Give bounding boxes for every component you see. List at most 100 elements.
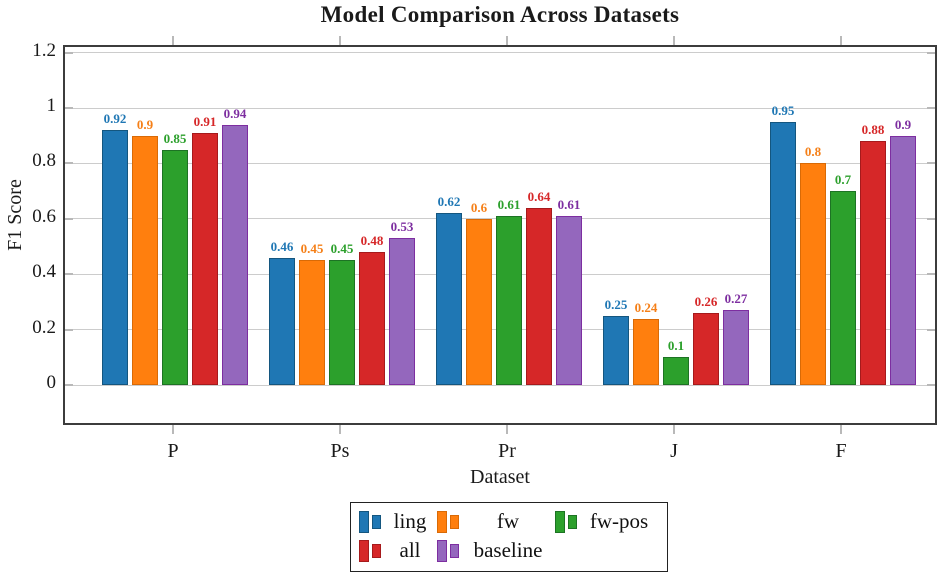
y-tick-mark-right (927, 273, 935, 276)
x-tick-mark-bottom (840, 425, 842, 434)
bar (222, 125, 248, 385)
bar-value-label: 0.9 (894, 117, 912, 132)
bar (860, 141, 886, 385)
bar-value-label: 0.91 (193, 114, 217, 129)
bar-value-label: 0.9 (136, 117, 154, 132)
y-tick-mark-right (927, 328, 935, 331)
legend-swatch-icon (437, 539, 461, 562)
legend-swatch (359, 510, 369, 533)
bar (389, 238, 415, 385)
bar-value-label: 0.62 (437, 194, 461, 209)
x-tick-mark-bottom (339, 425, 341, 434)
bar-value-label: 0.45 (300, 241, 324, 256)
legend-swatch-icon (359, 510, 383, 533)
bar (723, 310, 749, 385)
x-tick-mark-top (673, 36, 675, 45)
x-axis-label: Dataset (470, 466, 530, 488)
legend-swatch (372, 543, 381, 558)
bar (663, 357, 689, 385)
x-tick-mark-top (172, 36, 174, 45)
legend-swatch (359, 539, 369, 562)
bar-value-label: 0.25 (604, 297, 628, 312)
legend-swatch (568, 514, 577, 529)
plot-area: 0.92 0.9 0.85 0.91 0.94 0.46 0.45 0.45 0.48 0.53 0… (63, 45, 937, 425)
y-tick-label: 0.2 (32, 316, 56, 338)
y-tick-mark-right (927, 162, 935, 165)
y-tick-mark-left (65, 217, 73, 220)
x-tick-mark-top (840, 36, 842, 45)
bar (496, 216, 522, 385)
bar-value-label: 0.88 (861, 122, 885, 137)
y-tick-label: 0.8 (32, 150, 56, 172)
y-tick-mark-left (65, 328, 73, 331)
bar (299, 260, 325, 385)
legend-label: fw (496, 509, 520, 533)
legend-swatch-icon (437, 510, 461, 533)
bar (466, 219, 492, 385)
y-tick-label: 0 (46, 372, 57, 393)
bar (359, 252, 385, 385)
bar-value-label: 0.8 (804, 144, 822, 159)
y-tick-label: 0.6 (32, 205, 56, 227)
y-tick-label: 1.2 (32, 39, 56, 61)
legend-swatch (372, 514, 381, 529)
x-tick-mark-top (506, 36, 508, 45)
bar (830, 191, 856, 385)
y-tick-mark-right (927, 217, 935, 220)
y-tick-mark-right (927, 384, 935, 386)
bar-value-label: 0.24 (634, 300, 658, 315)
bar-value-label: 0.1 (667, 338, 685, 353)
x-tick-label: Pr (498, 440, 516, 462)
bar-value-label: 0.92 (103, 111, 127, 126)
bar (770, 122, 796, 385)
y-tick-mark-left (65, 273, 73, 276)
legend-swatch-icon (359, 539, 383, 562)
bar-value-label: 0.27 (724, 291, 748, 306)
gridline (65, 384, 935, 386)
bar (436, 213, 462, 385)
gridline (65, 162, 935, 164)
legend-swatch (450, 514, 459, 529)
legend-label: fw-pos (589, 509, 649, 533)
x-tick-label: P (167, 440, 179, 462)
x-tick-label: F (835, 440, 847, 462)
bar-value-label: 0.7 (834, 172, 852, 187)
legend-item: fw-pos (555, 509, 659, 534)
legend-swatch (555, 510, 565, 533)
bar (603, 316, 629, 385)
bar-value-label: 0.94 (223, 106, 247, 121)
bar-value-label: 0.53 (390, 219, 414, 234)
x-tick-mark-bottom (172, 425, 174, 434)
bar-value-label: 0.61 (497, 197, 521, 212)
y-tick-mark-right (927, 51, 935, 54)
bar (269, 258, 295, 385)
bar-value-label: 0.46 (270, 239, 294, 254)
chart-title: Model Comparison Across Datasets (320, 2, 680, 27)
y-tick-mark-left (65, 107, 73, 109)
bar-value-label: 0.48 (360, 233, 384, 248)
x-tick-mark-bottom (673, 425, 675, 434)
legend-label: all (399, 538, 421, 562)
legend-swatch (437, 510, 447, 533)
y-tick-mark-right (927, 107, 935, 109)
y-tick-label: 0.4 (32, 261, 56, 283)
legend-item: fw (437, 509, 555, 534)
bar (693, 313, 719, 385)
bar-value-label: 0.26 (694, 294, 718, 309)
bar (102, 130, 128, 385)
bar (800, 163, 826, 385)
bar (132, 136, 158, 385)
y-tick-mark-left (65, 51, 73, 54)
y-tick-mark-left (65, 384, 73, 386)
x-tick-mark-bottom (506, 425, 508, 434)
bar-value-label: 0.85 (163, 131, 187, 146)
legend-swatch (450, 543, 459, 558)
bar (633, 319, 659, 385)
x-tick-label: Ps (330, 440, 350, 462)
bar (192, 133, 218, 385)
gridline (65, 52, 935, 54)
bar-value-label: 0.64 (527, 189, 551, 204)
bar-value-label: 0.6 (470, 200, 488, 215)
bar (526, 208, 552, 385)
